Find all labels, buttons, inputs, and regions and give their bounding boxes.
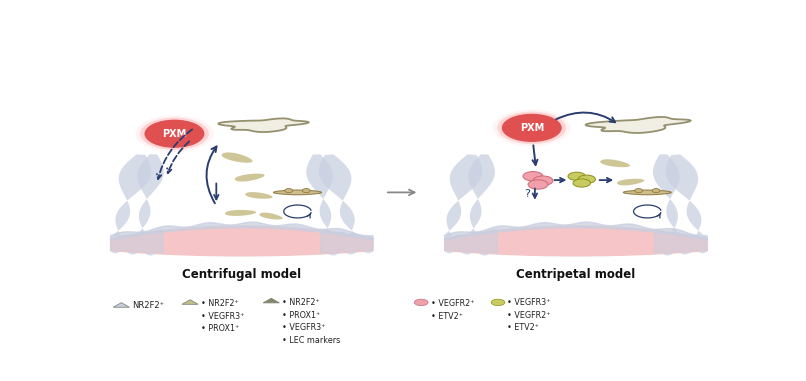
- Circle shape: [533, 176, 553, 186]
- Circle shape: [573, 179, 591, 187]
- Circle shape: [497, 112, 567, 144]
- Circle shape: [568, 172, 585, 180]
- Circle shape: [492, 110, 571, 146]
- Polygon shape: [586, 117, 691, 133]
- Polygon shape: [666, 154, 704, 236]
- Circle shape: [491, 299, 505, 306]
- Polygon shape: [306, 154, 333, 234]
- Circle shape: [140, 117, 209, 150]
- Ellipse shape: [634, 189, 642, 193]
- Text: • NR2F2⁺
• PROX1⁺
• VEGFR3⁺
• LEC markers: • NR2F2⁺ • PROX1⁺ • VEGFR3⁺ • LEC marker…: [282, 298, 340, 344]
- Text: • VEGFR3⁺
• VEGFR2⁺
• ETV2⁺: • VEGFR3⁺ • VEGFR2⁺ • ETV2⁺: [508, 298, 550, 332]
- Ellipse shape: [652, 189, 660, 193]
- Text: Centripetal model: Centripetal model: [516, 268, 635, 281]
- Text: Centrifugal model: Centrifugal model: [181, 268, 301, 281]
- Polygon shape: [623, 190, 671, 195]
- Circle shape: [144, 120, 205, 148]
- Polygon shape: [113, 303, 130, 307]
- Polygon shape: [112, 154, 152, 236]
- Circle shape: [578, 175, 596, 183]
- Polygon shape: [182, 300, 198, 304]
- Circle shape: [523, 171, 543, 181]
- Polygon shape: [600, 159, 630, 167]
- Polygon shape: [225, 210, 256, 216]
- Ellipse shape: [302, 189, 310, 193]
- Circle shape: [135, 115, 214, 152]
- Polygon shape: [137, 154, 164, 234]
- Polygon shape: [443, 154, 482, 236]
- Polygon shape: [263, 298, 280, 303]
- Text: PXM: PXM: [162, 129, 186, 139]
- Polygon shape: [218, 118, 309, 132]
- Polygon shape: [245, 192, 272, 199]
- Polygon shape: [319, 154, 358, 236]
- Polygon shape: [468, 154, 495, 234]
- Text: NR2F2⁺: NR2F2⁺: [132, 301, 164, 310]
- Text: • VEGFR2⁺
• ETV2⁺: • VEGFR2⁺ • ETV2⁺: [430, 299, 474, 321]
- Text: PXM: PXM: [520, 123, 544, 133]
- Ellipse shape: [285, 189, 293, 193]
- Polygon shape: [273, 190, 322, 195]
- Polygon shape: [222, 152, 252, 163]
- Polygon shape: [653, 154, 679, 234]
- Polygon shape: [235, 174, 264, 181]
- Text: • NR2F2⁺
• VEGFR3⁺
• PROX1⁺: • NR2F2⁺ • VEGFR3⁺ • PROX1⁺: [201, 299, 244, 333]
- Text: ?: ?: [525, 189, 530, 199]
- Circle shape: [414, 299, 428, 306]
- Circle shape: [528, 180, 548, 189]
- Polygon shape: [617, 179, 644, 186]
- Circle shape: [502, 114, 562, 142]
- Polygon shape: [260, 213, 283, 219]
